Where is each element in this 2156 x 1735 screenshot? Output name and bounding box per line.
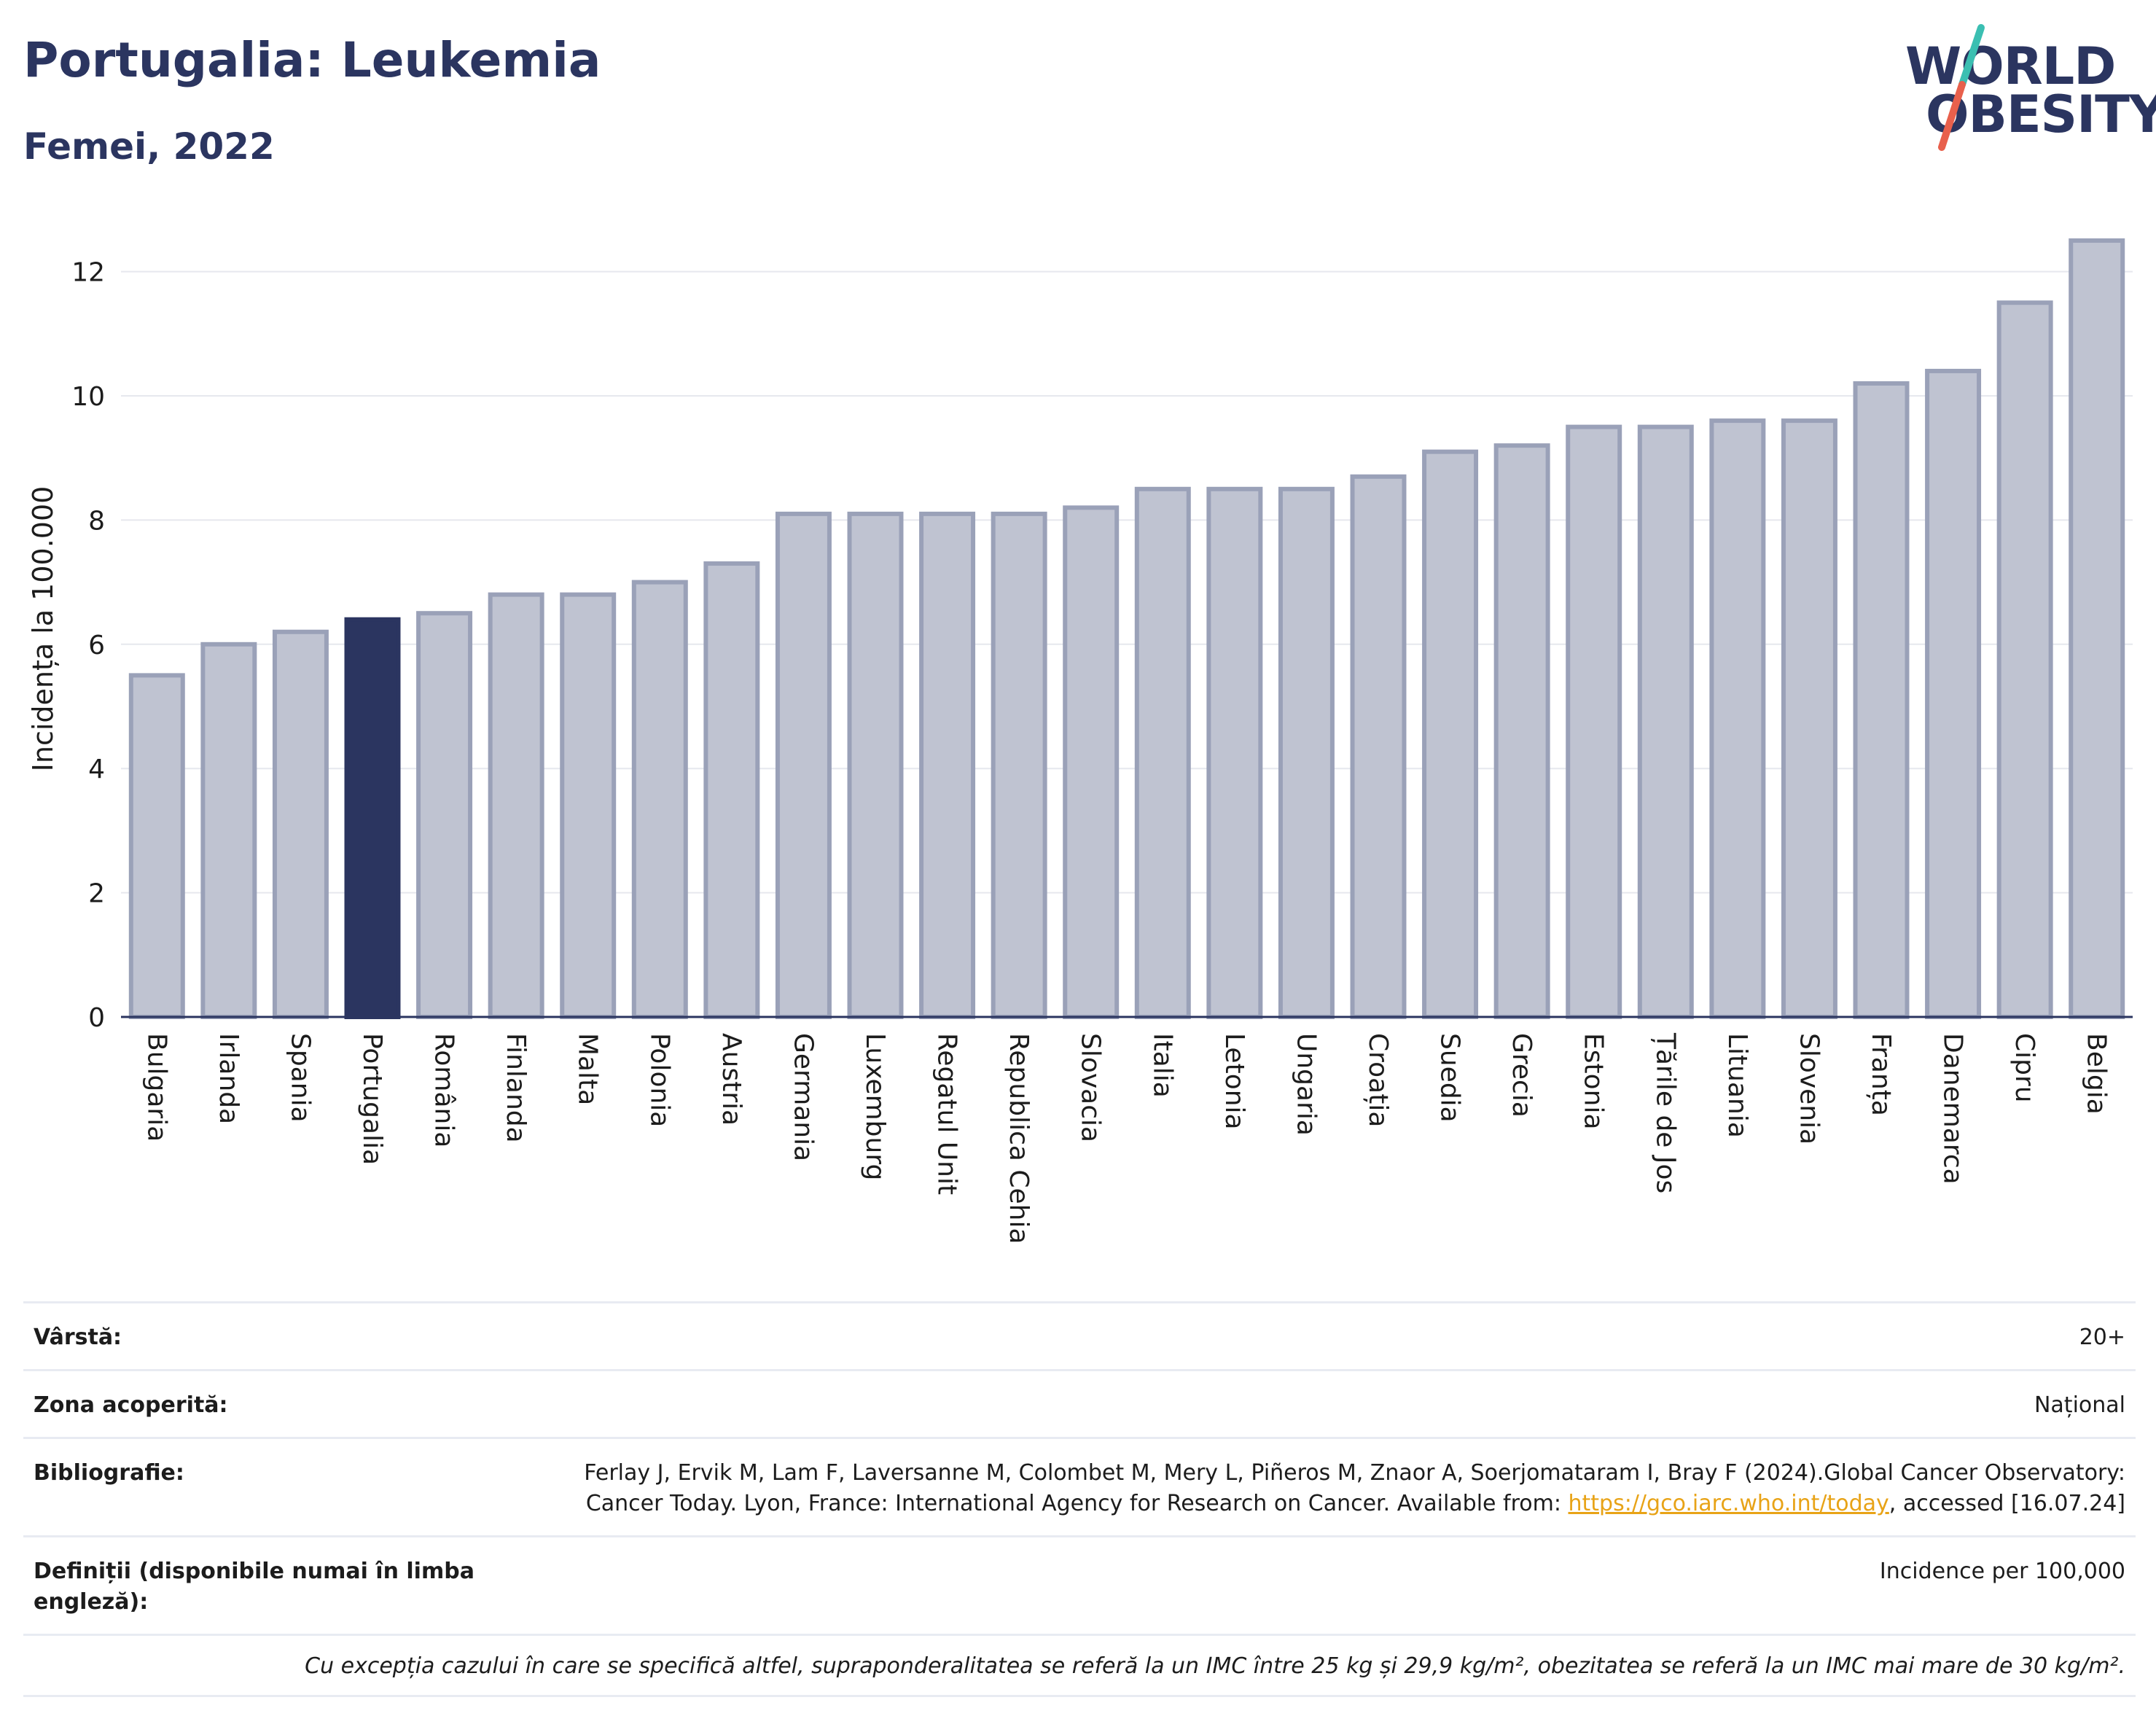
bar-franța [1853, 381, 1910, 1019]
x-tick-label: Portugalia [357, 1033, 387, 1165]
meta-area-value: Național [2034, 1392, 2125, 1418]
x-tick-label: Estonia [1579, 1033, 1609, 1130]
bar-croația [1350, 474, 1407, 1019]
meta-row-age: Vârstă: 20+ [23, 1301, 2136, 1369]
page-subtitle: Femei, 2022 [23, 125, 275, 168]
metadata-table: Vârstă: 20+ Zona acoperită: Național Bib… [23, 1301, 2136, 1697]
x-tick-label: Austria [716, 1033, 746, 1126]
x-tick-label: Malta [573, 1033, 603, 1105]
bar-luxemburg [847, 511, 904, 1019]
meta-row-bibliography: Bibliografie: Ferlay J, Ervik M, Lam F, … [23, 1437, 2136, 1535]
bar-slovenia [1781, 418, 1837, 1019]
y-tick-label: 10 [71, 382, 105, 412]
bar-danemarca [1925, 368, 1982, 1020]
logo-line1: WORLD [1905, 36, 2116, 96]
x-tick-label: Irlanda [214, 1033, 243, 1124]
x-tick-label: Luxemburg [860, 1033, 890, 1180]
x-tick-label: Cipru [2009, 1033, 2039, 1103]
bar-polonia [631, 580, 688, 1019]
bar-chart: 0 2 4 6 8 10 12 Incidența la 100.000 Bulgaria Irl… [27, 238, 2133, 1244]
x-tick-label: Lituania [1722, 1033, 1752, 1138]
x-tick-label: Danemarca [1938, 1033, 1968, 1185]
x-tick-label: Slovacia [1076, 1033, 1106, 1142]
bar-ungaria [1278, 486, 1335, 1019]
meta-def-value: Incidence per 100,000 [1879, 1559, 2125, 1584]
bar-românia [416, 611, 473, 1019]
bar-portugalia [344, 617, 401, 1019]
bar-finlanda [488, 592, 544, 1019]
footnote: Cu excepția cazului în care se specifică… [23, 1634, 2136, 1697]
x-tick-label: Ungaria [1291, 1033, 1321, 1136]
bar-grecia [1493, 443, 1550, 1020]
logo-line2: OBESITY [1926, 85, 2156, 144]
x-tick-label: Germania [788, 1033, 818, 1161]
meta-age-value: 20+ [2079, 1325, 2125, 1350]
x-tick-label: România [429, 1033, 459, 1147]
bar-regatul-unit [919, 511, 976, 1019]
bar-spania [272, 629, 329, 1019]
logo-slash-icon [1938, 24, 1985, 151]
bib-link[interactable]: https://gco.iarc.who.int/today [1568, 1491, 1889, 1516]
x-tick-label: Suedia [1435, 1033, 1465, 1123]
bar-estonia [1566, 424, 1622, 1020]
y-axis-title: Incidența la 100.000 [27, 486, 59, 772]
bar-republica-cehia [991, 511, 1047, 1019]
bar-cipru [1996, 300, 2053, 1019]
x-tick-label: Spania [285, 1033, 315, 1123]
x-tick-label: Franța [1866, 1033, 1896, 1116]
meta-bib-value: Ferlay J, Ervik M, Lam F, Laversanne M, … [522, 1458, 2125, 1519]
y-tick-label: 0 [88, 1003, 105, 1033]
page-title: Portugalia: Leukemia [23, 32, 601, 88]
meta-def-label: Definiții (disponibile numai în limba en… [34, 1559, 474, 1615]
meta-age-label: Vârstă: [34, 1325, 122, 1350]
y-tick-label: 12 [71, 258, 105, 288]
bar-suedia [1422, 449, 1479, 1019]
x-tick-label: Finlanda [501, 1033, 531, 1143]
bar-bulgaria [128, 673, 185, 1020]
bar-belgia [2069, 238, 2125, 1019]
bib-text: Ferlay J, Ervik M, Lam F, Laversanne M, … [584, 1460, 2125, 1516]
bar-malta [560, 592, 617, 1019]
y-tick-label: 4 [88, 755, 105, 784]
x-tick-label: Letonia [1219, 1033, 1249, 1130]
bib-tail: , accessed [16.07.24] [1889, 1491, 2125, 1516]
x-tick-label: Bulgaria [141, 1033, 171, 1142]
x-tick-label: Regatul Unit [932, 1033, 962, 1195]
bar-letonia [1206, 486, 1263, 1019]
y-tick-label: 8 [88, 506, 105, 536]
x-tick-label: Grecia [1507, 1033, 1536, 1118]
x-tick-label: Croația [1363, 1033, 1393, 1127]
meta-area-label: Zona acoperită: [34, 1392, 228, 1418]
y-tick-label: 2 [88, 879, 105, 909]
x-tick-label: Țările de Jos [1650, 1032, 1680, 1193]
meta-row-area: Zona acoperită: Național [23, 1369, 2136, 1437]
x-tick-label: Polonia [644, 1033, 674, 1127]
bar-țările-de-jos [1637, 424, 1694, 1020]
y-tick-label: 6 [88, 631, 105, 660]
bar-austria [703, 561, 760, 1019]
bar-germania [775, 511, 832, 1019]
x-tick-label: Slovenia [1794, 1033, 1824, 1145]
bar-irlanda [200, 642, 257, 1019]
meta-bib-label: Bibliografie: [34, 1460, 184, 1486]
x-tick-label: Italia [1147, 1033, 1177, 1098]
x-tick-label: Belgia [2082, 1033, 2112, 1115]
bar-italia [1134, 486, 1191, 1019]
x-tick-label: Republica Cehia [1004, 1033, 1034, 1244]
meta-row-definitions: Definiții (disponibile numai în limba en… [23, 1535, 2136, 1634]
bar-slovacia [1063, 505, 1120, 1019]
world-obesity-logo: WORLD OBESITY [1895, 22, 2156, 153]
bar-lituania [1709, 418, 1766, 1019]
